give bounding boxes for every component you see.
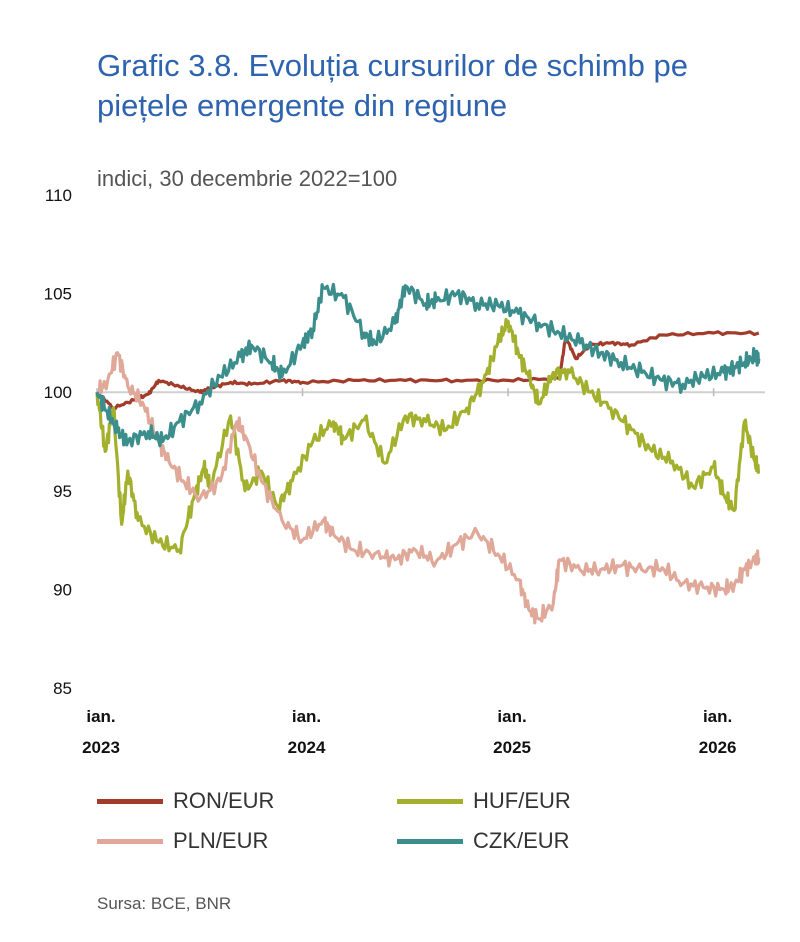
legend-item-czk-eur: CZK/EUR [397, 828, 570, 854]
legend-label: CZK/EUR [473, 828, 570, 853]
legend-swatch [97, 838, 163, 844]
series-line-ron-eur [96, 330, 760, 410]
legend-swatch [397, 838, 463, 844]
series-line-czk-eur [95, 282, 761, 448]
x-tick-label: 2024 [288, 738, 326, 757]
legend-swatch [97, 798, 163, 804]
y-tick-label: 100 [44, 383, 72, 402]
x-tick-label: 2025 [493, 738, 531, 757]
y-tick-label: 90 [53, 580, 72, 599]
y-tick-label: 95 [53, 482, 72, 501]
chart-subtitle: indici, 30 decembrie 2022=100 [97, 166, 398, 191]
legend-swatch [397, 798, 463, 804]
x-tick-label: ian. [703, 707, 732, 726]
x-tick-label: ian. [292, 707, 321, 726]
y-tick-label: 105 [44, 285, 72, 304]
chart-title: Grafic 3.8. Evoluția cursurilor de schim… [97, 48, 688, 123]
x-tick-label: ian. [497, 707, 526, 726]
x-tick-label: 2026 [699, 738, 737, 757]
legend-item-ron-eur: RON/EUR [97, 788, 274, 814]
legend-item-huf-eur: HUF/EUR [397, 788, 571, 814]
y-tick-label: 110 [45, 186, 72, 205]
x-tick-label: 2023 [82, 738, 120, 757]
legend-item-pln-eur: PLN/EUR [97, 828, 268, 854]
x-tick-label: ian. [86, 707, 115, 726]
y-tick-label: 85 [53, 679, 72, 698]
legend-label: RON/EUR [173, 788, 275, 813]
series-line-pln-eur [96, 351, 761, 625]
legend-label: HUF/EUR [473, 788, 571, 813]
legend-label: PLN/EUR [173, 828, 269, 853]
series-line-huf-eur [95, 317, 761, 555]
source-note: Sursa: BCE, BNR [97, 894, 232, 913]
